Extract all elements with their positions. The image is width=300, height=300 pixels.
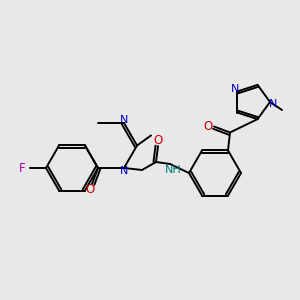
Text: N: N: [269, 99, 277, 109]
Text: O: O: [85, 182, 94, 196]
Text: O: O: [153, 134, 163, 146]
Text: O: O: [203, 120, 213, 133]
Text: NH: NH: [165, 165, 182, 175]
Text: F: F: [19, 161, 25, 175]
Text: N: N: [120, 166, 128, 176]
Text: N: N: [231, 84, 240, 94]
Text: N: N: [120, 115, 128, 125]
